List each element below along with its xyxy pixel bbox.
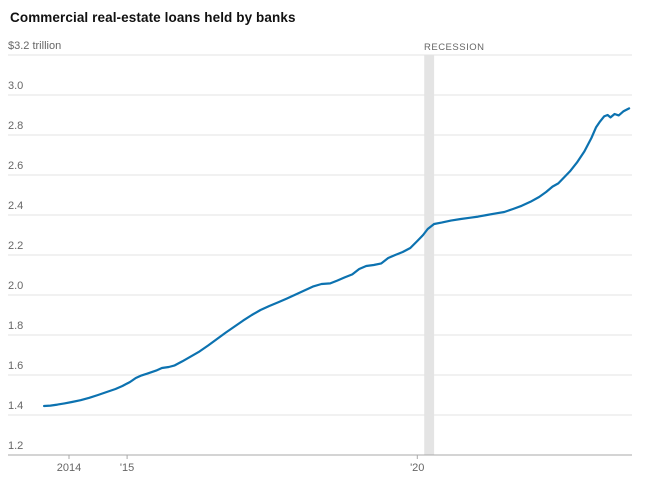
y-tick-label: 1.6 xyxy=(8,360,24,372)
y-tick-label: 1.8 xyxy=(8,320,24,332)
x-tick-label: '15 xyxy=(119,462,135,474)
y-tick-label: 2.6 xyxy=(8,160,24,172)
y-tick-label: 2.8 xyxy=(8,120,24,132)
y-tick-label: 3.0 xyxy=(8,80,24,92)
y-tick-label: $3.2 trillion xyxy=(8,40,62,52)
data-line xyxy=(42,107,631,408)
x-tick-label: 2014 xyxy=(56,462,82,474)
y-tick-label: 2.4 xyxy=(8,200,24,212)
x-tick-label: '20 xyxy=(410,462,425,474)
chart-title: Commercial real-estate loans held by ban… xyxy=(10,10,296,25)
y-tick-label: 1.4 xyxy=(8,400,24,412)
recession-label: RECESSION xyxy=(424,42,485,53)
y-tick-label: 1.2 xyxy=(8,440,24,452)
y-tick-label: 2.0 xyxy=(8,280,24,292)
y-tick-label: 2.2 xyxy=(8,240,24,252)
